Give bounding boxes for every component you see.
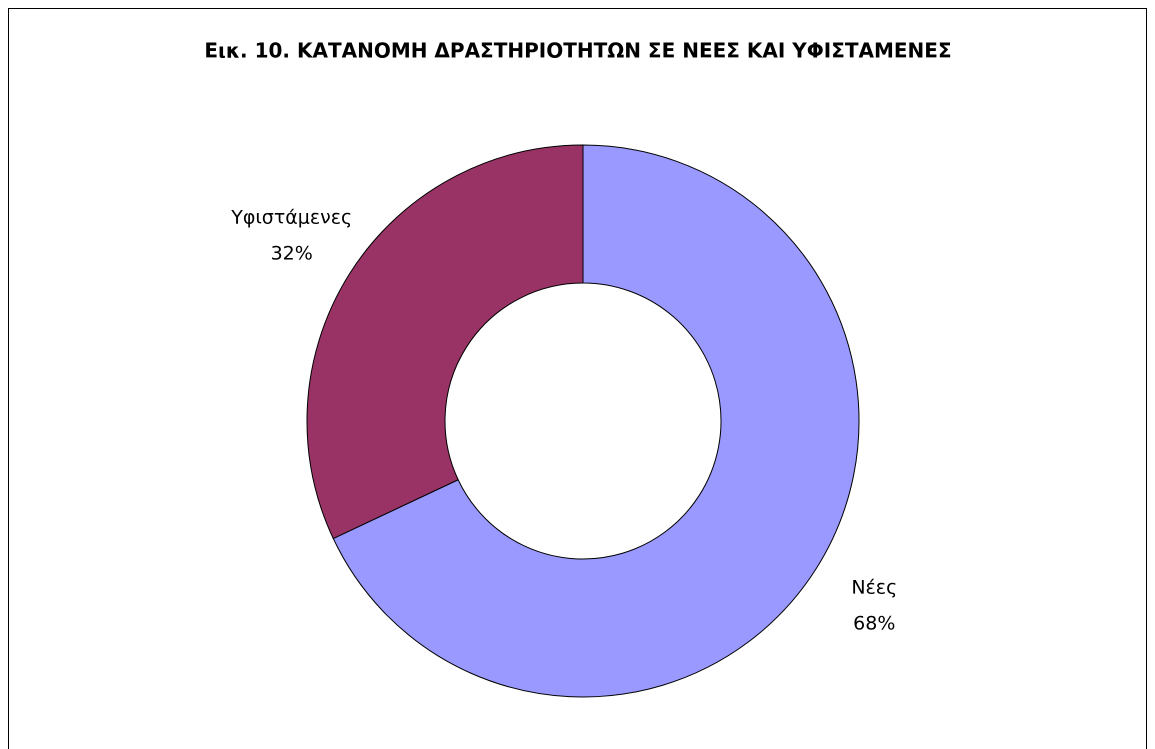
donut-slice [332,144,860,698]
donut-slice [306,144,584,540]
slice-value-label: 32% [271,243,313,265]
slice-label: Νέες [851,576,897,598]
slice-value-label: 68% [853,612,895,634]
slice-label: Υφιστάμενες [230,207,352,229]
chart-title: Εικ. 10. ΚΑΤΑΝΟΜΗ ΔΡΑΣΤΗΡΙΟΤΗΤΩΝ ΣΕ ΝΕΕΣ… [204,39,951,63]
